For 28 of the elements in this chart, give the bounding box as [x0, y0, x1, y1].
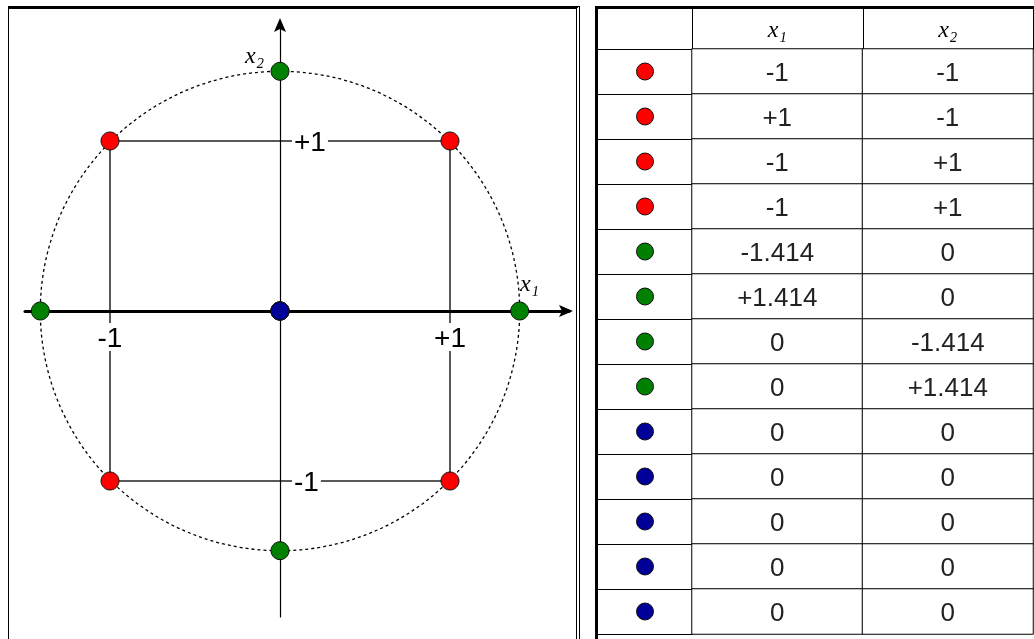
data-label: 0: [770, 506, 785, 537]
data-label: 0: [940, 461, 955, 492]
data-label: 0: [940, 506, 955, 537]
data-label: +1.414: [907, 371, 988, 402]
data-label: -1: [936, 56, 960, 87]
x-axis-title: x₁: [519, 270, 539, 296]
data-label: +1: [932, 191, 963, 222]
data-label: 0: [940, 416, 955, 447]
data-label: 0: [770, 371, 785, 402]
data-label: -1: [765, 146, 789, 177]
data-label: +1.414: [737, 281, 818, 312]
data-label: 0: [770, 596, 785, 627]
data-label: +1: [932, 146, 963, 177]
data-label: 0: [770, 551, 785, 582]
data-label: -1: [765, 191, 789, 222]
data-label: 0: [770, 461, 785, 492]
data-label: -1.414: [740, 236, 815, 267]
data-label: -1.414: [910, 326, 985, 357]
data-label: 0: [940, 551, 955, 582]
data-label: 0: [770, 416, 785, 447]
y-axis-title: x₂: [244, 42, 264, 68]
data-label: -1: [765, 56, 789, 87]
data-label: 0: [940, 281, 955, 312]
data-label: +1: [762, 101, 793, 132]
data-label: -1: [936, 101, 960, 132]
data-label: 0: [940, 236, 955, 267]
data-label: 0: [940, 596, 955, 627]
data-label: 0: [770, 326, 785, 357]
